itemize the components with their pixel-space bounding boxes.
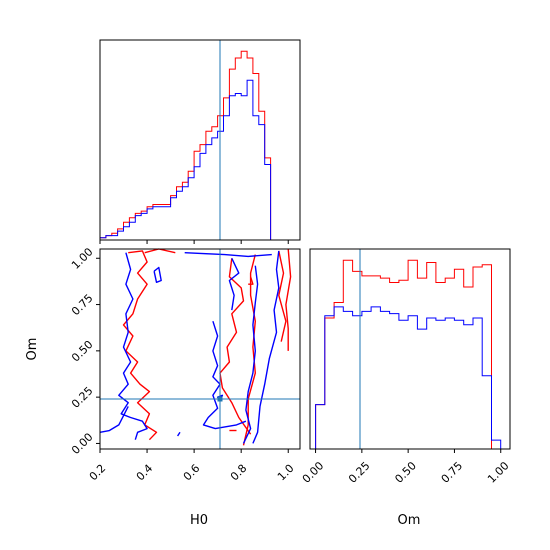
om-y-tick-label: 0.25 <box>69 384 96 411</box>
om-histogram-ticks: 0.00 0.25 0.50 0.75 1.00 <box>300 449 512 486</box>
contour-blue <box>184 252 272 258</box>
h0-histogram-red <box>99 50 295 241</box>
contour-blue <box>252 250 280 444</box>
h0-histogram-panel <box>99 39 301 244</box>
contour-red <box>144 248 176 254</box>
om-histogram-blue <box>315 306 502 449</box>
h0-x-tick-label: 0.6 <box>181 462 203 484</box>
h0-x-tick-label: 0.8 <box>228 462 250 484</box>
om-y-tick-label: 0.50 <box>69 338 96 365</box>
h0-histogram-series <box>99 50 295 241</box>
x-axis-label-h0: H0 <box>190 513 208 528</box>
contour-blue <box>202 320 247 430</box>
contour-panel-frame <box>99 248 301 450</box>
contour-panel-ticks: 0.2 0.4 0.6 0.8 1.0 0.00 0.25 0.50 0.75 1.00 <box>69 245 296 483</box>
contour-red <box>248 276 254 285</box>
contour-red <box>285 248 292 351</box>
om-y-tick-label: 0.00 <box>69 431 96 458</box>
h0-histogram-ticks <box>99 240 289 244</box>
contour-series <box>99 248 292 446</box>
y-axis-label-om: Om <box>25 338 40 361</box>
contour-blue <box>153 266 162 283</box>
om-y-tick-label: 1.00 <box>69 245 96 272</box>
om-x-tick-label: 1.00 <box>485 459 512 486</box>
contour-red <box>242 254 257 446</box>
contour-blue <box>99 406 129 433</box>
contour-red <box>219 258 252 435</box>
contour-blue <box>228 258 240 311</box>
om-y-tick-label: 0.75 <box>69 292 96 319</box>
h0-x-tick-label: 0.2 <box>87 462 109 484</box>
om-x-tick-label: 0.00 <box>300 459 327 486</box>
om-x-tick-label: 0.50 <box>392 459 419 486</box>
h0-histogram-frame <box>99 39 301 241</box>
h0-om-contour-panel: 0.2 0.4 0.6 0.8 1.0 0.00 0.25 0.50 0.75 1.00 H0 O… <box>25 245 301 528</box>
om-histogram-panel: 0.00 0.25 0.50 0.75 1.00 Om <box>300 248 512 528</box>
om-histogram-series <box>315 259 502 450</box>
om-histogram-frame <box>309 248 511 450</box>
om-x-tick-label: 0.25 <box>346 459 373 486</box>
contour-blue <box>242 265 259 444</box>
om-x-tick-label: 0.75 <box>439 459 466 486</box>
contour-red <box>122 250 158 441</box>
h0-om-truth-lines <box>100 249 300 449</box>
contour-blue <box>118 252 148 440</box>
h0-histogram-blue <box>99 79 295 241</box>
om-histogram-red <box>315 259 501 450</box>
h0-x-tick-label: 1.0 <box>275 462 297 484</box>
h0-x-tick-label: 0.4 <box>134 462 156 484</box>
contour-red <box>278 250 287 342</box>
truth-marker <box>217 396 223 402</box>
contour-blue <box>177 431 181 437</box>
x-axis-label-om: Om <box>398 513 421 528</box>
